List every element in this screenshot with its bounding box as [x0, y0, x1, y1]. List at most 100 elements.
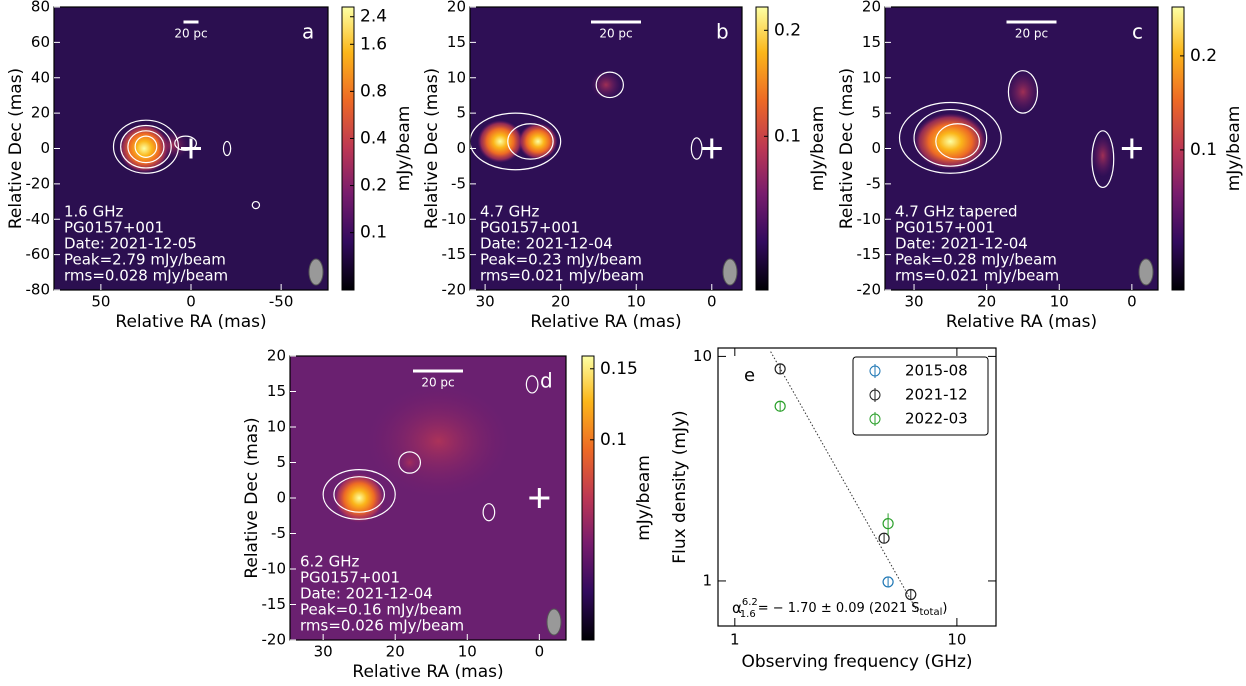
beam: [546, 608, 562, 636]
legend-marker: [869, 365, 881, 377]
y-tick-label: -20: [442, 281, 467, 299]
annotation: 6.2 GHz: [300, 553, 360, 571]
colorbar-tick-label: 0.2: [1190, 46, 1217, 66]
y-tick-label: -10: [442, 210, 467, 228]
y-tick-label: 40: [31, 68, 50, 86]
y-tick-label: 0: [871, 139, 881, 157]
legend-label: 2022-03: [905, 410, 968, 428]
fit-line: [770, 351, 919, 614]
y-tick-label: 60: [31, 33, 50, 51]
contour: [482, 503, 496, 522]
annotation-sub: 1.6: [740, 609, 756, 620]
contour: [251, 200, 261, 210]
point: [905, 588, 917, 601]
y-tick-label: 0: [40, 139, 50, 157]
y-tick-label: -10: [857, 210, 882, 228]
y-axis-label: Flux density (mJy): [670, 410, 690, 563]
y-tick-label: 10: [267, 418, 286, 436]
annotation: Date: 2021-12-05: [64, 235, 197, 253]
x-tick-label: 30: [476, 293, 495, 311]
legend-label: 2015-08: [905, 362, 968, 380]
panel-label: d: [540, 369, 553, 393]
scale-bar-label: 20 pc: [1015, 27, 1048, 41]
y-tick-label: -5: [451, 174, 466, 192]
x-tick-label: 10: [1050, 293, 1069, 311]
y-tick-label: 20: [447, 0, 466, 16]
contour: [525, 375, 539, 394]
x-axis-label: Relative RA (mas): [352, 662, 503, 682]
annotation: 4.7 GHz tapered: [895, 203, 1018, 221]
point: [882, 518, 894, 530]
colorbar: [341, 6, 355, 291]
scale-bar-label: 20 pc: [174, 27, 207, 41]
annotation: rms=0.021 mJy/beam: [480, 267, 644, 285]
x-axis-label: Relative RA (mas): [115, 312, 266, 332]
colorbar-tick-label: 0.8: [360, 81, 387, 101]
x-tick-label: 1: [730, 631, 740, 649]
colorbar: [581, 355, 595, 641]
emission: [590, 70, 622, 99]
emission: [156, 130, 190, 160]
annotation: PG0157+001: [895, 219, 995, 237]
colorbar-label: mJy/beam: [1224, 106, 1244, 192]
y-tick-label: 15: [862, 33, 881, 51]
emission: [118, 123, 170, 174]
annotation: 1.6 GHz: [64, 203, 124, 221]
colorbar-tick-label: 0.1: [1190, 140, 1217, 160]
colorbar-tick-label: 0.1: [600, 430, 627, 450]
contour: [127, 130, 165, 164]
y-tick-label: 20: [267, 347, 286, 365]
scale-bar-label: 20 pc: [599, 27, 632, 41]
colorbar-label: mJy/beam: [808, 106, 828, 192]
y-tick-label: 20: [31, 104, 50, 122]
point: [774, 400, 786, 412]
emission: [366, 384, 511, 499]
emission: [1091, 134, 1114, 177]
annotation: Date: 2021-12-04: [480, 235, 613, 253]
annotation: Date: 2021-12-04: [895, 235, 1028, 253]
annotation-sup: 6.2: [742, 597, 758, 608]
y-tick-label: -20: [857, 281, 882, 299]
frame: [717, 347, 997, 627]
beam: [1138, 258, 1154, 286]
x-tick-label: 30: [314, 643, 333, 661]
contour: [322, 469, 396, 520]
y-tick-label: -20: [26, 174, 51, 192]
annotation: PG0157+001: [64, 219, 164, 237]
annotation: 4.7 GHz: [480, 203, 540, 221]
annotation: Peak=0.28 mJy/beam: [895, 251, 1057, 269]
emission: [333, 473, 385, 523]
beam: [308, 258, 324, 286]
y-tick-label: 15: [267, 382, 286, 400]
y-tick-label: 1: [702, 571, 712, 589]
x-tick-label: 0: [535, 643, 545, 661]
colorbar: [755, 6, 769, 291]
x-tick-label: -50: [269, 293, 294, 311]
cross: [1121, 138, 1142, 159]
x-tick-label: 20: [386, 643, 405, 661]
y-tick-label: -20: [262, 631, 287, 649]
x-axis-label: Observing frequency (GHz): [741, 652, 972, 672]
x-tick-label: 30: [904, 293, 923, 311]
legend-box: [852, 356, 989, 436]
annotation: Peak=2.79 mJy/beam: [64, 251, 226, 269]
emission: [518, 123, 558, 160]
x-axis-label: Relative RA (mas): [946, 312, 1097, 332]
legend-label: 2021-12: [905, 386, 968, 404]
contour: [134, 135, 158, 158]
contour: [470, 112, 562, 171]
scale-bar-label: 20 pc: [421, 376, 454, 390]
contour: [1091, 130, 1115, 189]
point: [774, 363, 786, 375]
point: [878, 532, 890, 544]
contour: [507, 123, 554, 160]
x-tick-label: 10: [458, 643, 477, 661]
annotation: PG0157+001: [300, 569, 400, 587]
colorbar-tick-label: 0.2: [360, 176, 387, 196]
beam: [722, 258, 738, 286]
panel-label: a: [302, 20, 314, 44]
colorbar-tick-label: 0.1: [360, 223, 387, 243]
y-tick-label: 10: [447, 68, 466, 86]
y-tick-label: -60: [26, 245, 51, 263]
